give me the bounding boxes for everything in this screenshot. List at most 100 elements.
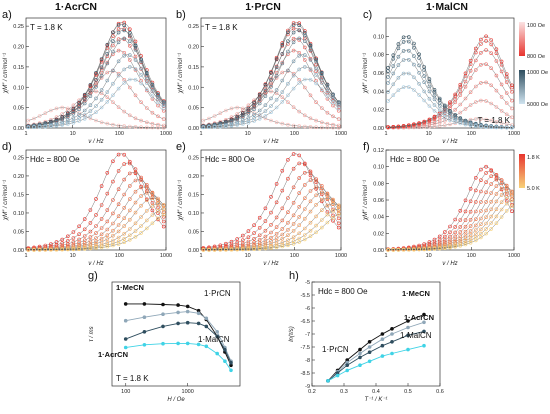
- data-point-f-3-14: [458, 230, 463, 234]
- data-point-c-12-24: [510, 125, 514, 130]
- data-point-f-3-16: [468, 218, 473, 222]
- legend-gradient-temperature: [519, 154, 525, 188]
- data-point-e-2-9: [252, 237, 256, 241]
- data-point-d-7-21: [145, 209, 149, 213]
- data-point-d-3-11: [88, 235, 93, 239]
- data-point-e-9-22: [325, 220, 330, 225]
- data-point-a-8-19: [133, 44, 138, 48]
- data-point-b-0-11: [263, 116, 268, 121]
- data-point-c-12-23: [504, 125, 509, 130]
- data-point-c-6-9: [432, 114, 437, 119]
- data-point-c-1-10: [437, 120, 442, 125]
- data-point-a-2-22: [150, 110, 155, 115]
- data-point-d-6-15: [111, 233, 115, 238]
- data-point-c-11-0: [386, 90, 390, 94]
- data-point-a-10-12: [94, 96, 98, 101]
- data-point-e-1-8: [246, 235, 251, 239]
- data-point-h-3-8: [422, 343, 426, 348]
- data-point-b-11-18: [302, 65, 307, 69]
- data-point-a-7-15: [111, 30, 115, 35]
- data-point-c-4-23: [504, 80, 509, 84]
- data-point-e-3-14: [280, 218, 285, 223]
- data-point-f-6-20: [489, 207, 494, 212]
- data-point-e-2-16: [291, 185, 296, 190]
- data-point-a-10-21: [145, 76, 149, 81]
- data-point-e-0-16: [291, 152, 296, 156]
- data-point-d-7-20: [139, 215, 143, 219]
- data-point-b-9-19: [308, 47, 313, 52]
- legend-label-800oe: 800 Oe: [527, 54, 545, 60]
- annotation-c: T = 1.8 K: [477, 116, 510, 125]
- data-point-c-12-3: [401, 85, 406, 89]
- data-point-e-4-14: [280, 227, 285, 231]
- data-point-f-6-14: [458, 239, 463, 243]
- data-point-c-12-0: [386, 99, 390, 103]
- data-point-f-8-21: [494, 214, 499, 219]
- data-point-b-0-21: [319, 125, 324, 130]
- data-point-b-9-12: [269, 85, 273, 89]
- data-point-f-2-11: [442, 238, 447, 242]
- data-point-b-0-20: [314, 125, 318, 129]
- data-point-f-2-17: [473, 200, 478, 204]
- data-point-d-4-21: [145, 186, 149, 190]
- data-point-a-0-21: [145, 125, 149, 130]
- legend-label-100oe: 100 Oe: [527, 23, 545, 29]
- data-point-b-0-12: [269, 118, 273, 123]
- data-point-f-3-17: [473, 209, 478, 214]
- data-point-d-8-17: [122, 236, 126, 241]
- data-point-f-2-20: [489, 174, 494, 178]
- data-point-e-4-16: [291, 213, 296, 218]
- data-point-f-4-17: [473, 217, 478, 221]
- y-axis-label-f: χM″ / cm³mol⁻¹: [363, 180, 369, 221]
- data-point-c-10-9: [432, 97, 437, 102]
- data-point-a-8-11: [88, 88, 93, 93]
- data-point-a-1-16: [116, 105, 121, 109]
- data-point-b-8-12: [269, 78, 273, 82]
- data-point-c-6-3: [401, 124, 406, 128]
- data-point-e-9-4: [224, 248, 228, 252]
- fit-curve-b-12: [203, 78, 339, 128]
- data-point-a-9-8: [71, 112, 76, 116]
- data-point-b-12-3: [218, 124, 223, 129]
- x-tick-label-h-2: 0.4: [372, 389, 380, 395]
- x-tick-label-g-0: 100: [121, 389, 130, 395]
- data-point-e-9-20: [314, 230, 318, 235]
- data-point-e-7-23: [331, 201, 335, 206]
- data-point-b-11-17: [297, 67, 302, 72]
- y-tick-label-h-4: -7: [305, 332, 310, 338]
- data-point-a-11-13: [99, 97, 104, 102]
- data-point-c-3-18: [479, 63, 483, 67]
- fit-curve-c-4: [388, 49, 513, 128]
- data-point-e-5-12: [269, 239, 273, 243]
- data-point-f-3-19: [484, 190, 488, 195]
- data-point-h-1-2: [345, 360, 350, 365]
- data-point-a-10-20: [139, 66, 143, 71]
- data-point-f-6-19: [484, 215, 488, 219]
- chart-e: 1 10 100 1000 0.00 0.05 0.10 0.15 0.20 0.25 ν / Hz…: [178, 149, 347, 267]
- data-point-c-1-18: [479, 98, 483, 103]
- data-point-d-5-15: [111, 228, 115, 233]
- data-point-g-3-3: [176, 341, 180, 346]
- data-point-d-9-12: [94, 246, 98, 250]
- y-tick-label-f-1: 0.02: [373, 231, 384, 237]
- data-point-f-3-21: [494, 177, 499, 182]
- data-point-f-9-1: [391, 248, 396, 252]
- data-point-c-3-23: [504, 91, 509, 95]
- y-tick-label-b-4: 0.20: [188, 45, 199, 51]
- data-point-d-2-24: [161, 215, 166, 219]
- data-point-b-11-11: [263, 109, 268, 113]
- data-point-c-2-21: [494, 88, 499, 93]
- data-point-a-0-12: [94, 118, 98, 123]
- data-point-d-3-18: [128, 184, 132, 188]
- data-point-a-2-21: [145, 106, 149, 110]
- data-point-a-0-3: [43, 111, 48, 115]
- data-point-c-2-15: [463, 96, 468, 101]
- annotation-h: Hdc = 800 Oe: [318, 287, 368, 296]
- data-point-b-1-17: [297, 109, 302, 114]
- data-point-c-1-20: [489, 101, 494, 106]
- data-point-a-8-15: [111, 39, 115, 44]
- data-point-e-4-20: [314, 185, 318, 190]
- data-point-a-8-14: [105, 51, 110, 56]
- series-label-g-0: 1·MeCN: [116, 283, 144, 292]
- x-tick-label-a-2: 100: [115, 131, 124, 137]
